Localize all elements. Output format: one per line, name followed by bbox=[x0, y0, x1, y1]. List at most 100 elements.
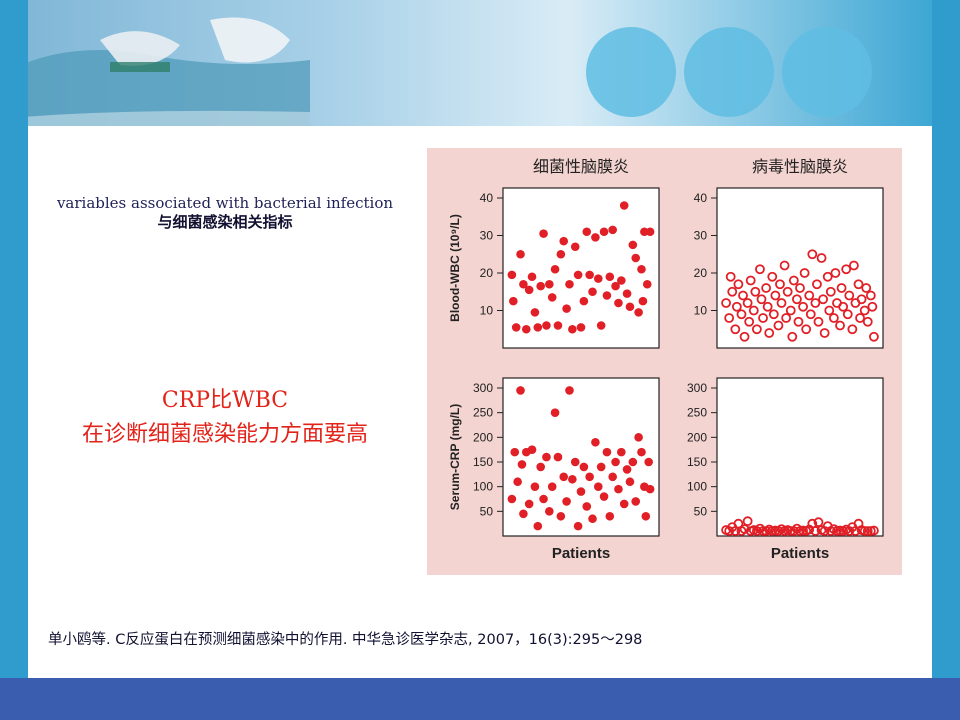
data-point bbox=[510, 447, 520, 457]
data-point bbox=[805, 309, 816, 320]
data-point bbox=[637, 447, 646, 457]
data-point bbox=[553, 321, 563, 330]
y-tick-label: 200 bbox=[473, 430, 493, 444]
data-point bbox=[738, 290, 748, 301]
data-point bbox=[585, 472, 594, 482]
data-point bbox=[608, 225, 617, 235]
data-point bbox=[787, 331, 798, 342]
data-point bbox=[634, 308, 643, 317]
data-point bbox=[524, 499, 534, 509]
data-point bbox=[625, 477, 635, 487]
right-accent-bar bbox=[932, 0, 960, 720]
data-point bbox=[539, 229, 548, 238]
y-tick-label: 300 bbox=[473, 381, 493, 395]
data-point bbox=[573, 270, 583, 280]
data-point bbox=[533, 323, 543, 332]
data-point bbox=[593, 482, 603, 491]
data-point bbox=[536, 462, 545, 472]
data-point bbox=[588, 514, 597, 524]
data-point bbox=[570, 457, 580, 467]
data-point bbox=[862, 316, 873, 327]
y-axis-label: Serum-CRP (mg/L) bbox=[448, 404, 462, 510]
y-tick-label: 50 bbox=[694, 504, 708, 518]
data-point bbox=[608, 472, 617, 482]
data-point bbox=[542, 452, 551, 462]
data-point bbox=[733, 279, 744, 290]
data-point bbox=[724, 313, 735, 323]
data-point bbox=[622, 289, 632, 298]
data-point bbox=[582, 227, 592, 237]
data-point bbox=[865, 290, 876, 301]
data-point bbox=[812, 279, 822, 290]
data-point bbox=[828, 313, 839, 323]
data-point bbox=[762, 301, 773, 312]
data-point bbox=[645, 227, 655, 237]
data-point bbox=[779, 260, 790, 271]
data-point bbox=[739, 524, 750, 534]
data-point bbox=[750, 286, 761, 297]
data-point bbox=[730, 324, 741, 335]
data-point bbox=[842, 309, 853, 320]
data-point bbox=[591, 233, 600, 242]
data-point bbox=[736, 309, 747, 320]
data-point bbox=[516, 249, 525, 259]
data-point bbox=[781, 313, 792, 323]
data-point bbox=[565, 386, 574, 395]
data-point bbox=[511, 323, 521, 332]
data-point bbox=[617, 447, 626, 457]
y-tick-label: 300 bbox=[687, 381, 707, 395]
data-point bbox=[836, 283, 847, 293]
data-point bbox=[807, 249, 818, 260]
data-point bbox=[611, 457, 620, 467]
y-tick-label: 10 bbox=[480, 304, 494, 318]
data-point bbox=[744, 316, 755, 327]
data-point bbox=[631, 497, 641, 506]
data-point bbox=[770, 290, 781, 301]
data-point bbox=[545, 507, 554, 516]
data-point bbox=[813, 517, 824, 528]
data-point bbox=[545, 279, 554, 289]
caption-english: variables associated with bacterial infe… bbox=[56, 194, 394, 212]
data-point bbox=[614, 298, 623, 308]
data-point bbox=[516, 386, 525, 395]
data-point bbox=[721, 298, 731, 308]
data-point bbox=[602, 291, 612, 300]
data-point bbox=[785, 305, 796, 316]
data-point bbox=[764, 328, 775, 338]
data-point bbox=[861, 283, 872, 293]
decor-circles bbox=[586, 27, 872, 117]
data-point bbox=[570, 242, 580, 252]
y-tick-label: 10 bbox=[694, 304, 708, 318]
data-point bbox=[869, 331, 879, 342]
data-point bbox=[830, 268, 841, 278]
data-point bbox=[553, 452, 563, 462]
data-point bbox=[628, 240, 638, 250]
data-point bbox=[513, 477, 522, 487]
data-point bbox=[524, 285, 534, 295]
data-point bbox=[625, 302, 635, 312]
data-point bbox=[542, 321, 551, 330]
data-point bbox=[576, 323, 586, 332]
data-point bbox=[862, 526, 873, 536]
data-point bbox=[792, 294, 802, 305]
data-point bbox=[550, 408, 560, 417]
data-point bbox=[579, 296, 589, 306]
data-point bbox=[519, 509, 528, 519]
data-point bbox=[585, 270, 594, 280]
data-point bbox=[813, 316, 824, 327]
data-point bbox=[859, 305, 870, 316]
scatter-figure: 10 20 30 40 细菌性脑膜炎 Blood-WBC (10⁹/L) 10 20 30 40 病… bbox=[427, 148, 902, 575]
slide-footer-bar bbox=[0, 678, 960, 720]
left-accent-bar bbox=[0, 0, 28, 720]
data-point bbox=[855, 313, 865, 323]
data-point bbox=[844, 290, 855, 301]
data-point bbox=[596, 321, 606, 330]
data-point bbox=[517, 460, 527, 469]
y-tick-label: 200 bbox=[687, 430, 707, 444]
x-axis-label: Patients bbox=[552, 545, 610, 562]
data-point bbox=[568, 474, 577, 484]
data-point bbox=[841, 264, 852, 275]
data-point bbox=[867, 301, 878, 312]
data-point bbox=[559, 236, 569, 246]
y-tick-label: 50 bbox=[480, 504, 494, 518]
